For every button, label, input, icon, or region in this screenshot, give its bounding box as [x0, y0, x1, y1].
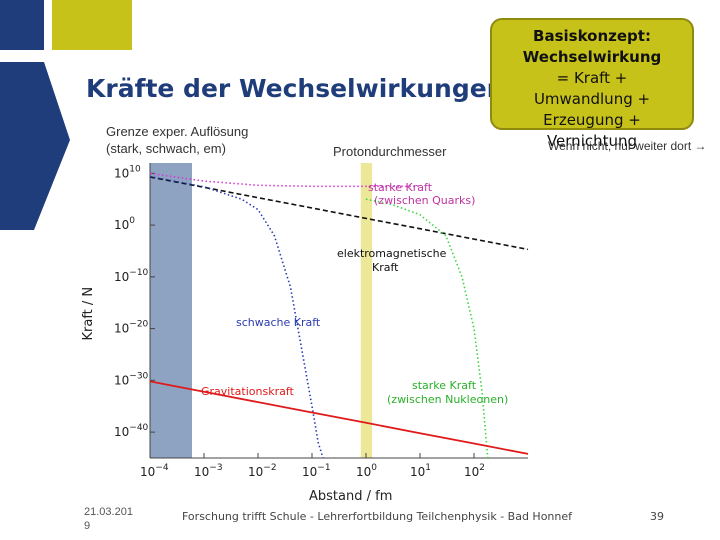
y-tick-exponent: −20: [129, 320, 148, 330]
label-weak: schwache Kraft: [236, 316, 321, 329]
label-grav: Gravitationskraft: [201, 385, 295, 398]
resolution-note-line1: Grenze exper. Auflösung: [106, 124, 249, 139]
y-tick-label: 1010: [114, 164, 141, 180]
callout-heading: Basiskonzept:: [533, 27, 651, 45]
x-tick-label: 101: [410, 463, 431, 479]
resolution-note: Grenze exper. Auflösung (stark, schwach,…: [106, 123, 248, 157]
label-em-sub: Kraft: [372, 261, 399, 274]
page-number: 39: [650, 510, 664, 523]
y-tick-exponent: 0: [129, 216, 135, 226]
x-axis-label: Abstand / fm: [309, 489, 392, 504]
y-axis-label: Kraft / N: [81, 287, 96, 341]
x-tick-exponent: −2: [263, 463, 276, 473]
x-tick-label: 10−4: [140, 463, 169, 479]
logo-decoration: [0, 0, 132, 230]
resolution-note-line2: (stark, schwach, em): [106, 141, 226, 156]
x-tick-exponent: 0: [371, 463, 377, 473]
y-tick-exponent: 10: [129, 164, 141, 174]
band-proton-diameter: [360, 163, 373, 458]
label-em: elektromagnetische: [337, 247, 447, 260]
callout-heading2: Wechselwirkung: [522, 48, 662, 66]
footer-date: 21.03.2019: [84, 506, 133, 532]
label-strong-nucleons: starke Kraft: [412, 379, 477, 392]
label-strong-quarks-sub: (zwischen Quarks): [374, 194, 475, 207]
callout-box: [490, 18, 694, 130]
x-tick-exponent: 2: [479, 463, 485, 473]
series-line-0: [149, 172, 420, 188]
y-tick-exponent: −30: [129, 371, 148, 381]
x-tick-label: 10−3: [194, 463, 223, 479]
logo-yellow-bar: [52, 0, 132, 50]
footer-text: Forschung trifft Schule - Lehrerfortbild…: [182, 510, 573, 523]
x-tick-exponent: −3: [209, 463, 222, 473]
x-tick-label: 102: [464, 463, 485, 479]
x-tick-label: 10−1: [302, 463, 331, 479]
y-tick-exponent: −10: [129, 268, 148, 278]
y-tick-label: 10−40: [114, 423, 149, 439]
y-tick-label: 10−30: [114, 371, 149, 387]
band-resolution-limit: [150, 163, 193, 458]
y-tick-exponent: −40: [129, 423, 148, 433]
y-tick-label: 100: [114, 216, 135, 232]
callout-line2: Umwandlung +: [533, 90, 651, 108]
x-tick-label: 10−2: [248, 463, 277, 479]
series-line-3: [365, 198, 489, 459]
callout-line3: Erzeugung +: [543, 111, 641, 129]
series-line-1: [149, 176, 529, 251]
x-tick-exponent: −1: [317, 463, 330, 473]
logo-blue-square: [0, 0, 44, 50]
logo-blue-wedge: [0, 62, 70, 230]
callout-line4: Vernichtung: [546, 132, 638, 150]
series-line-4: [149, 380, 529, 455]
y-tick-label: 10−10: [114, 268, 149, 284]
x-tick-exponent: 1: [425, 463, 431, 473]
callout-line1: = Kraft +: [556, 69, 628, 87]
continue-note: Wenn nicht, nur weiter dort →: [548, 139, 707, 153]
y-tick-label: 10−20: [114, 320, 149, 336]
x-tick-exponent: −4: [155, 463, 169, 473]
page-title: Kräfte der Wechselwirkungen: [86, 74, 505, 103]
callout-text: Basiskonzept: Wechselwirkung = Kraft + U…: [490, 26, 694, 152]
proton-note: Protondurchmesser: [333, 144, 447, 159]
label-strong-quarks: starke Kraft: [368, 181, 433, 194]
x-tick-label: 100: [356, 463, 377, 479]
label-strong-nucleons-sub: (zwischen Nukleonen): [387, 393, 508, 406]
